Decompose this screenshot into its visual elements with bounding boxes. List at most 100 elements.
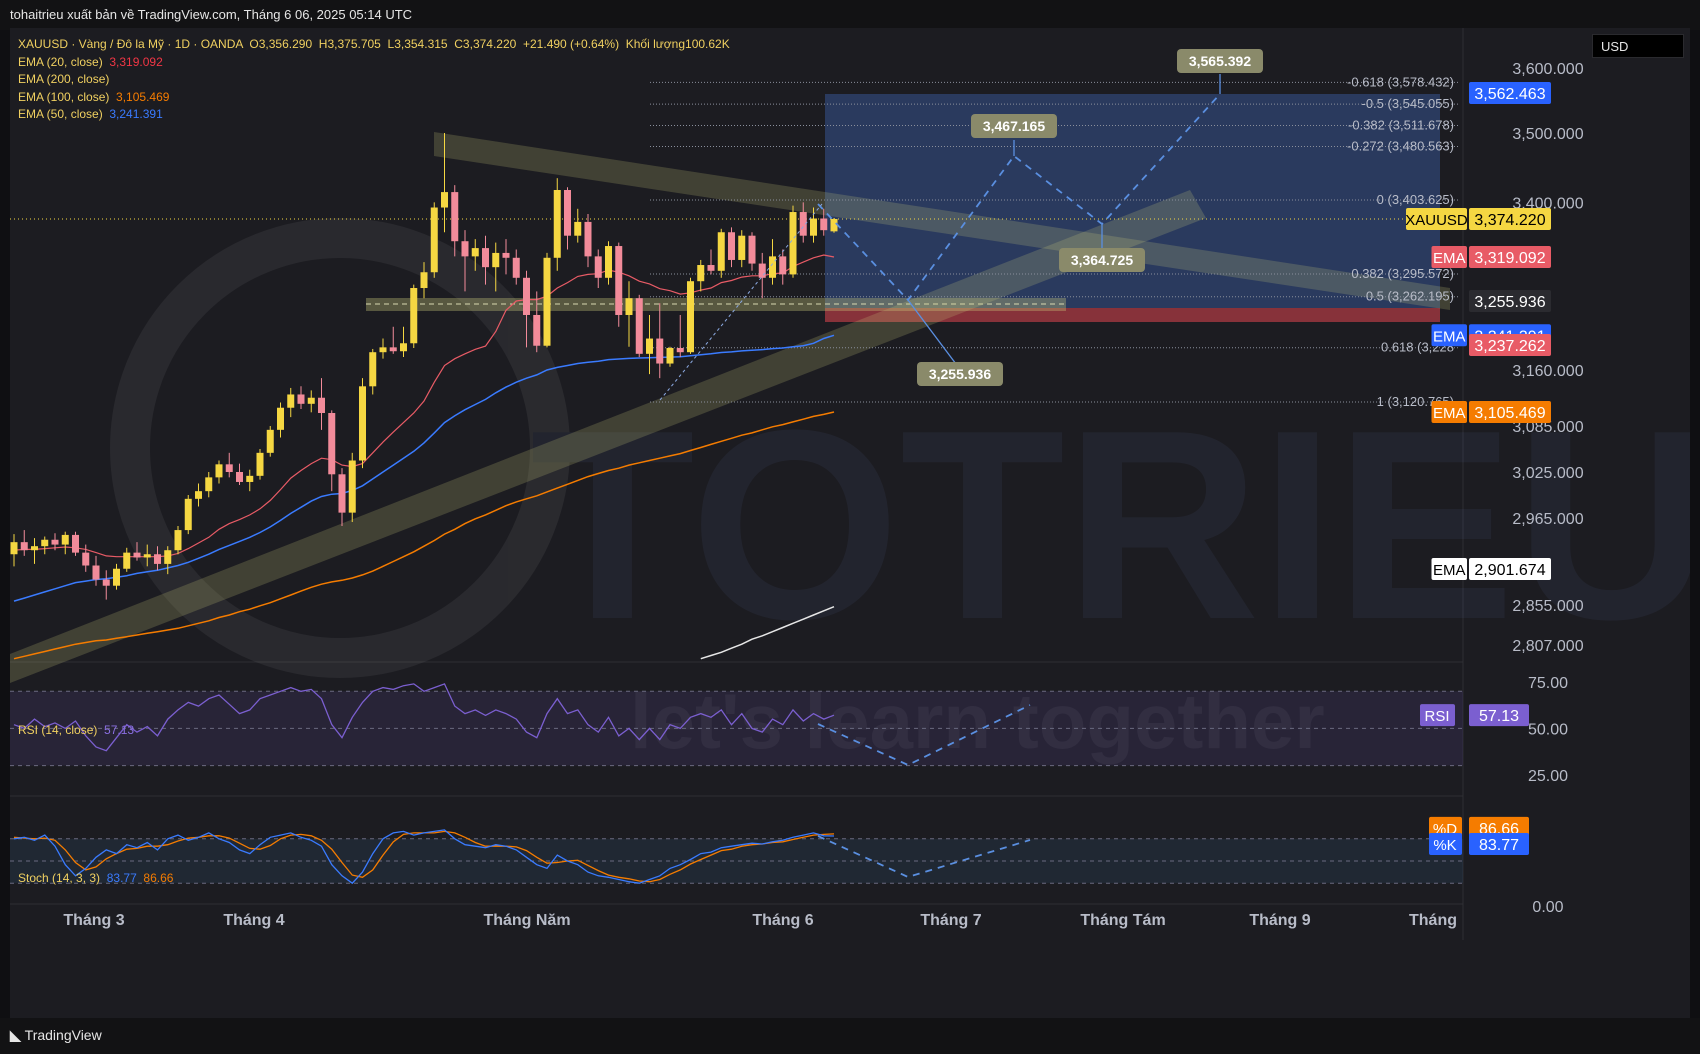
candle-body [574, 221, 582, 236]
rsi-value-box [1469, 704, 1529, 727]
price-tick-label: 3,600.000 [1512, 61, 1583, 78]
currency-selector[interactable]: USD [1592, 34, 1684, 58]
ema100-line [13, 411, 835, 660]
rsi-tag-box [1420, 704, 1455, 727]
projection-label-box [1059, 248, 1145, 272]
rsi-legend[interactable]: RSI (14, close) 57.13 [18, 723, 134, 737]
candle-body [512, 257, 520, 278]
trendline-dotted [659, 203, 823, 401]
candle-body [461, 241, 469, 257]
candle-body [738, 235, 746, 260]
ema50-legend[interactable]: EMA (50, close) 3,241.391 [18, 106, 730, 124]
ohlc-open: O3,356.290 [249, 37, 313, 51]
price-label-text: 3,105.469 [1474, 405, 1545, 422]
candle-body [307, 397, 315, 404]
candle-body [348, 460, 356, 513]
stoch-projection-path [817, 835, 1031, 878]
price-tick-label: 2,807.000 [1512, 638, 1583, 655]
price-label-box [1469, 290, 1551, 312]
price-label-box [1469, 334, 1551, 356]
fib-label: -0.382 (3,511.678) [1348, 118, 1454, 133]
fib-label: -0.618 (3,578.432) [1347, 74, 1454, 89]
price-label-box [1469, 246, 1551, 268]
projection-label-box [971, 114, 1057, 138]
price-label-text: 3,237.262 [1474, 338, 1545, 355]
candle-body [492, 252, 500, 268]
price-label-box [1469, 558, 1551, 580]
stoch-d-value: 86.66 [143, 871, 174, 885]
candle-body [758, 263, 766, 278]
candle-body [379, 347, 387, 353]
candle-body [205, 477, 213, 492]
candle-body [174, 530, 182, 551]
support-band [366, 298, 1066, 311]
chart-background [10, 28, 1690, 1020]
price-label-text: 3,255.936 [1474, 294, 1545, 311]
stoch-legend[interactable]: Stoch (14, 3, 3) 83.77 86.66 [18, 871, 173, 885]
candle-body [687, 281, 694, 353]
candle-body [72, 534, 79, 553]
rsi-line [13, 683, 835, 752]
ema200-name: EMA (200, close) [18, 72, 110, 86]
time-tick-label: Tháng 7 [920, 912, 981, 929]
candle-body [277, 407, 284, 430]
rsi-tick-label: 25.00 [1528, 768, 1568, 785]
candle-body [676, 347, 684, 353]
ema200-legend[interactable]: EMA (200, close) [18, 71, 730, 89]
stoch-k-tag: %K [1433, 837, 1456, 854]
ohlc-change: +21.490 (+0.64%) [523, 37, 620, 51]
stop-zone [825, 308, 1440, 322]
rsi-name: RSI (14, close) [18, 723, 98, 737]
candle-body [533, 314, 541, 346]
price-label-text: 2,901.674 [1474, 562, 1545, 579]
ohlc-low: L3,354.315 [387, 37, 448, 51]
candle-body [820, 218, 828, 231]
candle-body [236, 472, 243, 482]
publish-header-text: tohaitrieu xuất bản về TradingView.com, … [10, 7, 413, 22]
candle-body [656, 338, 664, 364]
candle-body [10, 542, 18, 555]
volume-label: Khối lượng [625, 37, 686, 51]
currency-label: USD [1601, 39, 1629, 54]
descending-channel [434, 132, 1450, 310]
tradingview-logo-icon: ◣ [10, 1027, 25, 1043]
candle-body [256, 452, 264, 476]
publish-header: tohaitrieu xuất bản về TradingView.com, … [0, 0, 1700, 30]
candle-body [154, 554, 161, 564]
time-tick-label: Tháng 6 [752, 912, 813, 929]
ema100-legend[interactable]: EMA (100, close) 3,105.469 [18, 89, 730, 107]
chart-area[interactable]: TOTRIEU let's learn together -0.618 (3,578… [10, 28, 1700, 1020]
price-tag-text: EMA [1433, 562, 1466, 579]
candle-body [82, 552, 90, 566]
time-tick-label: Tháng 9 [1249, 912, 1310, 929]
candle-body [92, 565, 100, 580]
price-tag-box [1406, 208, 1467, 230]
candle-body [697, 265, 705, 282]
tradingview-logo[interactable]: ◣ TradingView [10, 1027, 102, 1044]
candle-body [246, 475, 254, 482]
ohlc-close: C3,374.220 [454, 37, 517, 51]
price-tag-text: EMA [1433, 405, 1466, 422]
candle-body [502, 252, 510, 258]
candle-body [41, 539, 49, 547]
price-label-box [1469, 208, 1551, 230]
fib-label: 0.5 (3,262.195) [1366, 289, 1454, 304]
candle-body [195, 491, 202, 499]
candle-body [123, 552, 131, 569]
ema20-legend[interactable]: EMA (20, close) 3,319.092 [18, 54, 730, 72]
time-tick-label: Tháng 4 [223, 912, 284, 929]
time-tick-label: Tháng 3 [63, 912, 124, 929]
candle-body [666, 347, 674, 364]
price-tag-text: EMA [1433, 250, 1466, 267]
price-tick-label: 3,085.000 [1512, 419, 1583, 436]
price-tick-label: 2,855.000 [1512, 598, 1583, 615]
candle-body [789, 212, 797, 275]
candle-body [482, 248, 489, 268]
candle-body [31, 546, 38, 551]
candle-body [594, 256, 602, 278]
candle-body [102, 579, 110, 586]
candle-body [143, 554, 151, 558]
candle-body [717, 232, 725, 271]
